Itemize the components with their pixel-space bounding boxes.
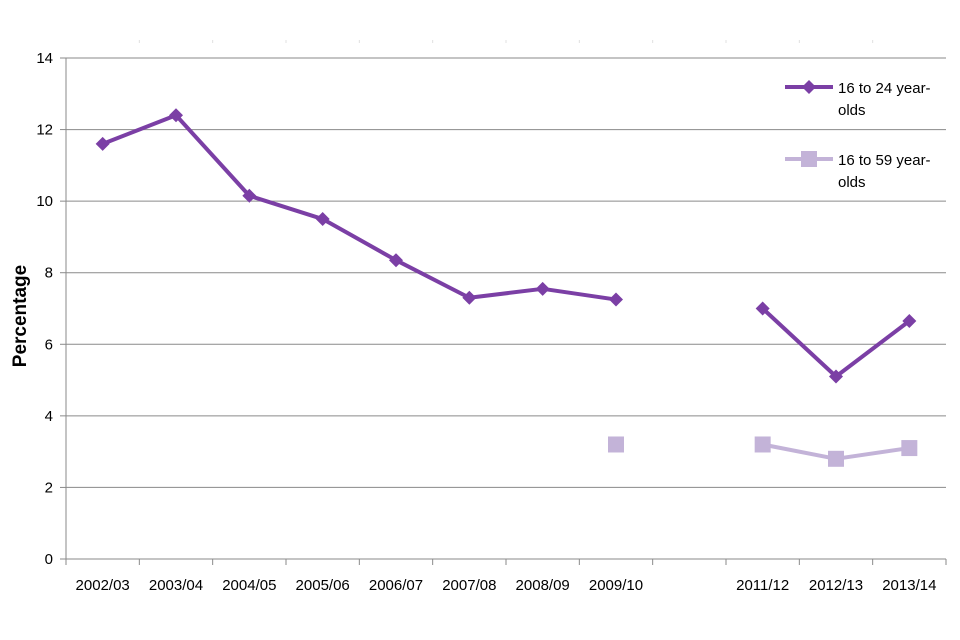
y-tick-label: 6	[45, 336, 53, 353]
x-tick-label: 2012/13	[809, 577, 863, 594]
series-1	[95, 108, 917, 384]
y-tick-label: 10	[36, 193, 53, 210]
legend-swatch-marker	[802, 80, 816, 94]
series-1-point	[315, 212, 330, 227]
legend-label: 16 to 24 year-	[838, 80, 931, 97]
series-2-point	[754, 436, 771, 453]
series-1-point	[829, 369, 843, 384]
legend-swatch-marker	[801, 151, 817, 167]
series-1-point	[535, 281, 550, 296]
y-tick-label: 12	[36, 122, 53, 139]
x-tick-label: 2007/08	[442, 577, 496, 594]
series-1-point	[242, 188, 257, 203]
gridlines	[66, 57, 946, 488]
x-tick-label: 2005/06	[296, 577, 350, 594]
y-tick-label: 2	[45, 479, 53, 496]
legend-entry: 16 to 59 year-olds	[785, 151, 931, 191]
y-tick-label: 0	[45, 551, 53, 568]
x-tick-labels: 2002/03 2003/04 2004/05 2005/06 2006/07 2007/…	[76, 577, 937, 594]
series-1-line	[761, 307, 911, 379]
y-tick-label: 8	[45, 265, 53, 282]
series-1-point	[389, 253, 403, 268]
y-tick-label: 14	[36, 50, 53, 67]
legend-label: olds	[838, 174, 866, 191]
x-tick-label: 2002/03	[76, 577, 130, 594]
series-2-point	[608, 436, 624, 453]
series-1-point	[169, 108, 183, 123]
y-axis-label: Percentage	[10, 265, 31, 367]
series-1-point	[95, 136, 110, 151]
series-2-point	[901, 440, 918, 457]
legend-label: 16 to 59 year-	[838, 152, 931, 169]
series-1-point	[755, 301, 770, 316]
series-1-line	[101, 113, 617, 302]
x-tick-label: 2009/10	[589, 577, 643, 594]
series-1-point	[609, 292, 623, 307]
x-tick-label: 2003/04	[149, 577, 203, 594]
x-tick-label: 2006/07	[369, 577, 423, 594]
y-tick-label: 4	[45, 408, 53, 425]
series-1-point	[902, 314, 917, 329]
y-tick-labels: 0 2 4 6 8 10 12 14	[36, 50, 53, 568]
series-2-point	[828, 450, 844, 467]
series-2	[608, 436, 918, 467]
series-group	[95, 108, 918, 467]
x-tick-label: 2013/14	[882, 577, 936, 594]
legend-label: olds	[838, 102, 866, 119]
legend-entry: 16 to 24 year-olds	[785, 80, 931, 119]
x-tick-label: 2011/12	[736, 577, 789, 594]
x-tick-label: 2008/09	[516, 577, 570, 594]
axes	[60, 40, 947, 565]
x-tick-label: 2004/05	[222, 577, 276, 594]
series-1-point	[462, 290, 477, 305]
